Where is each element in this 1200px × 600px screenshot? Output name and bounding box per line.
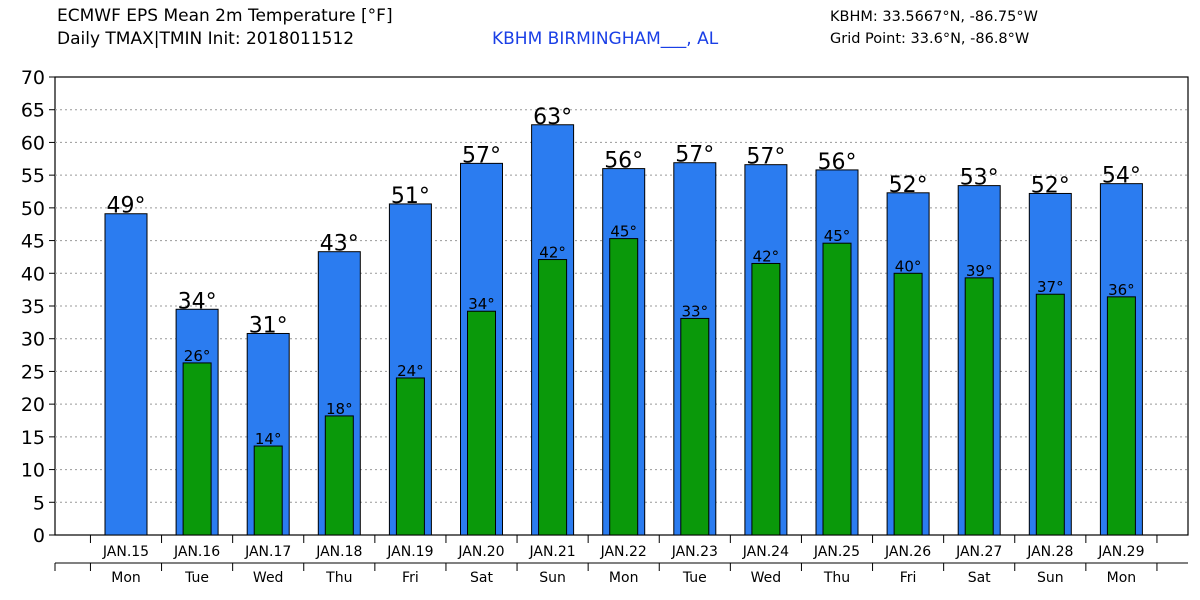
- x-weekday-label: Mon: [1107, 570, 1137, 586]
- y-tick-label: 60: [21, 132, 45, 154]
- x-date-label: JAN.22: [600, 544, 647, 560]
- x-date-label: JAN.26: [884, 544, 931, 560]
- x-date-label: JAN.15: [102, 544, 149, 560]
- tmax-label: 57°: [746, 145, 785, 170]
- tmax-label: 53°: [960, 166, 999, 191]
- tmin-bar: [822, 242, 852, 536]
- tmin-label: 42°: [539, 244, 566, 262]
- tmax-label: 43°: [320, 232, 359, 257]
- x-weekday-label: Wed: [751, 570, 782, 586]
- tmin-bar: [324, 415, 354, 536]
- tmin-bar: [182, 362, 212, 536]
- x-weekday-label: Tue: [184, 570, 209, 586]
- tmin-label: 33°: [682, 302, 709, 320]
- x-weekday-label: Sun: [1037, 570, 1064, 586]
- x-date-label: JAN.16: [173, 544, 220, 560]
- x-date-label: JAN.17: [244, 544, 291, 560]
- y-tick-label: 20: [21, 394, 45, 416]
- x-weekday-label: Fri: [402, 570, 419, 586]
- station-name: KBHM BIRMINGHAM___, AL: [492, 29, 719, 49]
- y-tick-label: 15: [21, 427, 45, 449]
- tmin-bar: [1106, 296, 1136, 536]
- y-tick-label: 55: [21, 165, 45, 187]
- y-tick-label: 35: [21, 296, 45, 318]
- tmax-label: 34°: [178, 289, 217, 314]
- x-weekday-label: Sat: [968, 570, 991, 586]
- y-tick-label: 45: [21, 231, 45, 253]
- tmin-bar: [538, 259, 568, 536]
- tmin-bar: [751, 262, 781, 536]
- x-weekday-label: Fri: [900, 570, 917, 586]
- tmin-label: 26°: [184, 347, 211, 365]
- tmin-label: 45°: [824, 227, 851, 245]
- x-date-label: JAN.23: [671, 544, 718, 560]
- station-coordinates: KBHM: 33.5667°N, -86.75°W: [830, 9, 1038, 25]
- x-date-label: JAN.19: [386, 544, 433, 560]
- x-weekday-label: Wed: [253, 570, 284, 586]
- chart-title: ECMWF EPS Mean 2m Temperature [°F]: [57, 6, 393, 26]
- tmax-label: 52°: [1031, 173, 1070, 198]
- tmin-label: 34°: [468, 295, 495, 313]
- x-weekday-label: Mon: [111, 570, 141, 586]
- tmin-label: 42°: [753, 247, 780, 265]
- x-date-label: JAN.25: [813, 544, 860, 560]
- tmin-bar: [467, 310, 496, 536]
- tmin-label: 45°: [610, 223, 637, 241]
- x-weekday-label: Thu: [325, 570, 352, 586]
- x-date-label: JAN.28: [1026, 544, 1073, 560]
- y-tick-label: 30: [21, 329, 45, 351]
- y-tick-label: 40: [21, 263, 45, 285]
- tmax-label: 63°: [533, 105, 572, 130]
- tmin-label: 14°: [255, 430, 282, 448]
- tmin-bar: [1035, 293, 1065, 536]
- tmax-bar: [104, 213, 148, 536]
- tmax-label: 54°: [1102, 164, 1141, 189]
- x-date-label: JAN.18: [315, 544, 362, 560]
- tmax-label: 31°: [249, 313, 288, 338]
- tmin-label: 39°: [966, 262, 993, 280]
- tmin-bar: [964, 277, 994, 536]
- y-tick-label: 50: [21, 198, 45, 220]
- tmax-label: 56°: [604, 149, 643, 174]
- tmin-label: 18°: [326, 400, 353, 418]
- x-weekday-label: Sat: [470, 570, 493, 586]
- grid-point-coordinates: Grid Point: 33.6°N, -86.8°W: [830, 31, 1030, 47]
- tmin-bar: [395, 377, 425, 536]
- y-tick-label: 10: [21, 460, 45, 482]
- tmax-label: 56°: [818, 150, 857, 175]
- x-weekday-label: Tue: [682, 570, 707, 586]
- x-weekday-label: Sun: [539, 570, 566, 586]
- tmax-label: 57°: [462, 143, 501, 168]
- x-weekday-label: Mon: [609, 570, 639, 586]
- y-tick-label: 0: [33, 525, 45, 547]
- x-date-label: JAN.24: [742, 544, 789, 560]
- x-date-label: JAN.21: [528, 544, 575, 560]
- tmin-bar: [680, 317, 710, 536]
- x-weekday-label: Thu: [823, 570, 850, 586]
- y-tick-label: 5: [33, 492, 45, 514]
- tmax-label: 49°: [107, 194, 146, 219]
- tmin-label: 36°: [1108, 281, 1135, 299]
- x-date-label: JAN.29: [1097, 544, 1144, 560]
- tmax-label: 57°: [675, 143, 714, 168]
- tmax-label: 51°: [391, 184, 430, 209]
- y-tick-label: 70: [21, 67, 45, 89]
- y-tick-label: 25: [21, 361, 45, 383]
- tmin-bar: [609, 238, 639, 536]
- tmax-label: 52°: [889, 173, 928, 198]
- chart-subtitle: Daily TMAX|TMIN Init: 2018011512: [57, 29, 355, 49]
- x-date-label: JAN.27: [955, 544, 1002, 560]
- tmin-label: 37°: [1037, 278, 1064, 296]
- y-tick-label: 65: [21, 100, 45, 122]
- tmin-bar: [253, 445, 283, 536]
- tmin-bar: [893, 272, 923, 536]
- tmin-label: 24°: [397, 362, 424, 380]
- tmin-label: 40°: [895, 257, 922, 275]
- x-date-label: JAN.20: [457, 544, 504, 560]
